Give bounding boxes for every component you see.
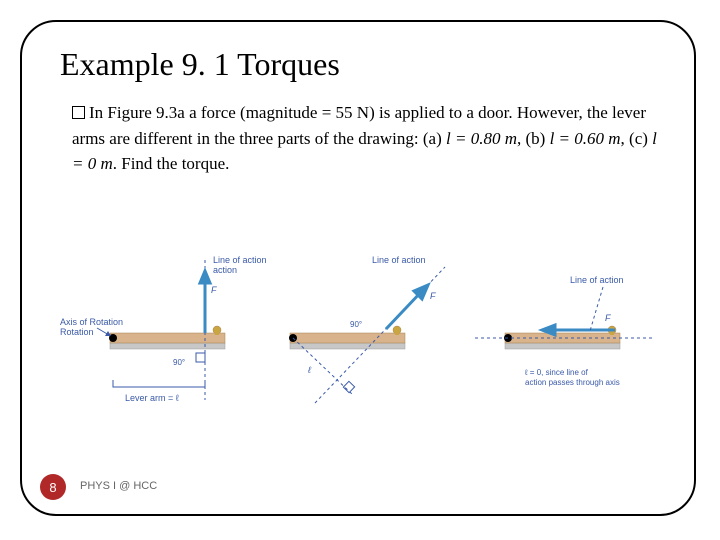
- diagram-c: Line of action F ℓ = 0, since line of ac…: [475, 275, 655, 387]
- text-part: , (c): [621, 129, 653, 148]
- text-part: , (b): [517, 129, 550, 148]
- svg-text:Axis of Rotation: Axis of Rotation: [60, 317, 123, 327]
- svg-text:Line of action: Line of action: [570, 275, 624, 285]
- svg-text:Rotation: Rotation: [60, 327, 94, 337]
- bullet-icon: [72, 106, 85, 119]
- torque-diagrams: Line of action action Axis of Rotation R…: [55, 235, 665, 435]
- svg-text:F: F: [211, 285, 217, 295]
- svg-text:Line of action: Line of action: [213, 255, 267, 265]
- diagram-a: Line of action action Axis of Rotation R…: [60, 255, 267, 403]
- text-part: . Find the torque.: [113, 154, 230, 173]
- math-lb: l = 0.60 m: [550, 129, 621, 148]
- slide-title: Example 9. 1 Torques: [60, 46, 340, 83]
- problem-text: In Figure 9.3a a force (magnitude = 55 N…: [72, 100, 662, 177]
- math-la: l = 0.80 m: [446, 129, 517, 148]
- svg-text:90°: 90°: [173, 358, 185, 367]
- footer-text: PHYS I @ HCC: [80, 480, 157, 492]
- svg-text:ℓ = 0, since line of: ℓ = 0, since line of: [524, 368, 589, 377]
- diagram-b: Line of action F 90° ℓ: [289, 255, 445, 403]
- svg-text:F: F: [430, 291, 436, 301]
- svg-text:action: action: [213, 265, 237, 275]
- svg-text:F: F: [605, 313, 611, 323]
- page-number: 8: [49, 480, 56, 495]
- svg-text:90°: 90°: [350, 320, 362, 329]
- svg-text:action passes through axis: action passes through axis: [525, 378, 620, 387]
- svg-text:Line of action: Line of action: [372, 255, 426, 265]
- svg-text:ℓ: ℓ: [307, 365, 311, 375]
- page-number-badge: 8: [40, 474, 66, 500]
- svg-text:Lever arm = ℓ: Lever arm = ℓ: [125, 393, 180, 403]
